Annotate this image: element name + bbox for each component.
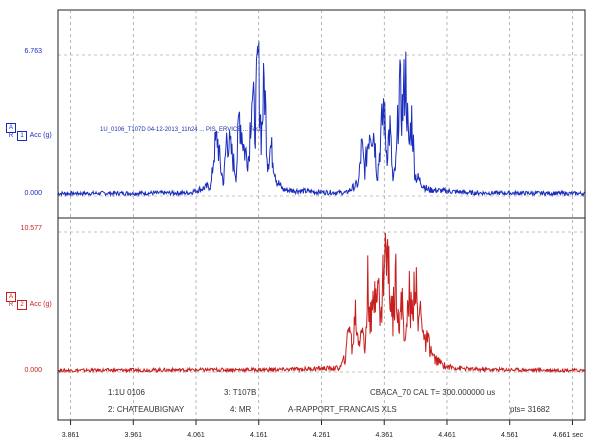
- x-tick-label: 4.361: [375, 432, 393, 439]
- channel-box: A R: [6, 123, 16, 139]
- info-line2-right: pts= 31682: [510, 405, 550, 414]
- panel-bottom: [57, 231, 586, 374]
- series-line-bottom: [57, 232, 586, 374]
- x-tick-label: 4.061: [187, 432, 205, 439]
- bottom-ymax-label: 10.577: [20, 225, 42, 232]
- top-ymax-label: 6.763: [24, 48, 42, 55]
- bottom-ymin-label: 0.000: [24, 367, 42, 374]
- x-tick-label: 4.661 sec: [552, 432, 584, 439]
- top-ymin-label: 0.000: [24, 190, 42, 197]
- x-tick-label: 3.861: [61, 432, 80, 439]
- info-line2-mid2: A-RAPPORT_FRANCAIS XLS: [288, 405, 397, 414]
- x-tick-label: 3.961: [124, 432, 143, 439]
- top-annotation: 1U_0106_T107D 04-12-2013_11h24 ... PIS_E…: [100, 127, 268, 133]
- x-tick-label: 4.261: [312, 432, 331, 439]
- info-line2-mid: 4: MR: [230, 405, 252, 414]
- bottom-channel-quantity: Acc (g): [29, 301, 52, 308]
- channel-id-box: 1: [17, 131, 27, 141]
- info-line1-right: CBACA_70 CAL T= 300.000000 us: [370, 388, 496, 397]
- info-line2-left: 2: CHATEAUBIGNAY: [108, 405, 185, 414]
- x-tick-label: 4.461: [438, 432, 456, 439]
- info-line1-mid: 3: T107B: [224, 388, 257, 397]
- panel-top: [57, 40, 586, 198]
- info-line1-left: 1:1U 0106: [108, 388, 145, 397]
- x-tick-label: 4.561: [500, 432, 519, 439]
- plot-frame: [57, 9, 586, 425]
- channel-id-box: 2: [17, 300, 27, 310]
- top-channel-quantity: Acc (g): [29, 132, 52, 139]
- x-tick-label: 4.161: [249, 432, 268, 439]
- channel-box: A R: [6, 292, 16, 308]
- series-line-top: [57, 40, 586, 198]
